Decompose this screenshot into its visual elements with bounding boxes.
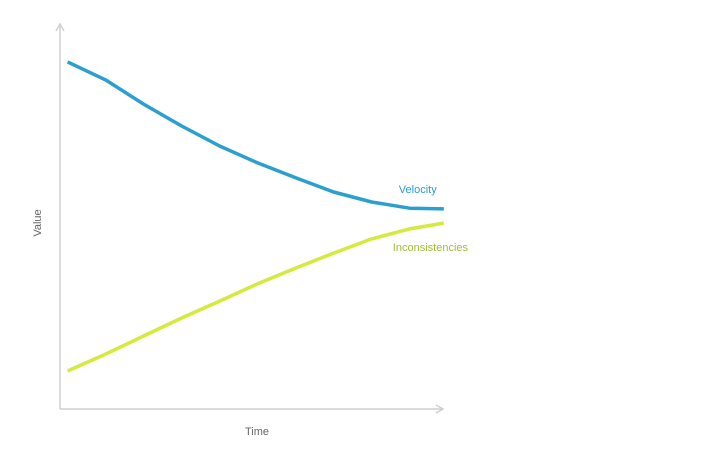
series-line <box>66 221 445 373</box>
series-line <box>66 60 444 211</box>
series-label: Inconsistencies <box>393 242 469 254</box>
y-axis-label: Value <box>32 209 44 236</box>
y-axis-arrow <box>55 22 65 32</box>
series-label: Velocity <box>399 184 437 196</box>
x-axis-label: Time <box>245 426 269 438</box>
x-axis-arrow <box>435 404 445 414</box>
